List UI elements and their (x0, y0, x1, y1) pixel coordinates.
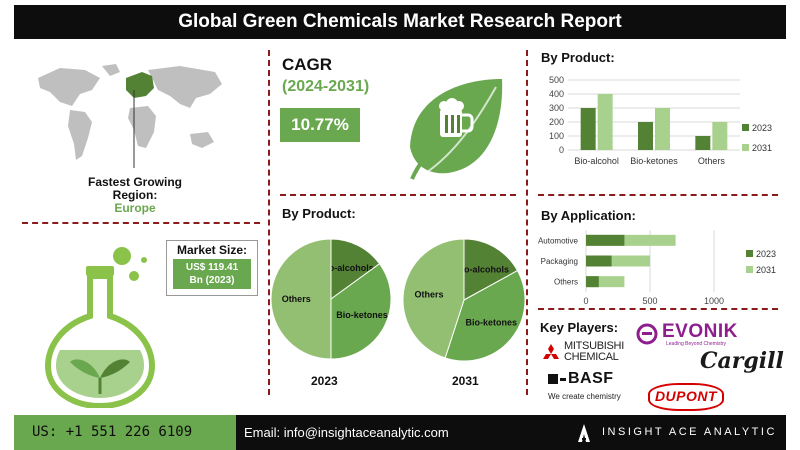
bar (586, 234, 625, 246)
y-tick-label: Packaging (541, 257, 578, 266)
pie-slice (330, 263, 392, 360)
report-title: Global Green Chemicals Market Research R… (14, 5, 786, 39)
y-tick-label: 200 (549, 117, 564, 127)
cagr-period: (2024-2031) (282, 78, 370, 95)
cargill-logo: Cargill (700, 348, 784, 374)
pie-year-2023: 2023 (311, 374, 338, 388)
divider-middle (280, 194, 516, 196)
flask-icon (44, 247, 156, 408)
pie-label: Bio-ketones (336, 310, 388, 320)
bar (580, 108, 596, 150)
bar (695, 136, 711, 150)
pie-slice (330, 238, 381, 300)
application-bar-chart: 0 500 1000 Automotive Packaging Others 2023 203… (538, 230, 776, 306)
bar (638, 122, 653, 150)
fastest-growing-label: Fastest Growing (87, 175, 182, 189)
world-map-icon (38, 64, 222, 168)
mitsubishi-logo: MITSUBISHI CHEMICAL (540, 340, 632, 366)
divider-right-bottom (538, 308, 778, 310)
pie-chart-2031: Bio-alcohols Bio-ketones Others (402, 238, 526, 362)
pie-slice (270, 238, 332, 360)
legend-swatch (746, 250, 753, 257)
cagr-value-box: 10.77% (280, 108, 360, 142)
pie-label: Bio-ketones (466, 318, 518, 328)
x-tick-label: 0 (583, 296, 588, 306)
bar (586, 255, 612, 267)
mitsubishi-diamonds-icon (543, 344, 559, 359)
pie-slice (444, 269, 526, 362)
pie-year-2031: 2031 (452, 374, 479, 388)
x-tick-label: Bio-ketones (630, 156, 678, 166)
x-tick-label: Others (698, 156, 726, 166)
market-size-value: US$ 119.41 (185, 262, 239, 273)
bar (712, 122, 728, 150)
footer-email[interactable]: Email: info@insightaceanalytic.com (236, 415, 568, 450)
divider-vertical-left (268, 50, 270, 395)
divider-right-top (538, 194, 778, 196)
application-bar-title: By Application: (541, 208, 636, 223)
pie-label: Bio-alcohols (320, 263, 374, 273)
region-value: Europe (114, 201, 156, 215)
basf-logo: BASF We create chemistry (548, 370, 621, 401)
market-size-value-box: US$ 119.41 Bn (2023) (173, 259, 251, 289)
pie-label: Bio-alcohols (455, 265, 509, 275)
legend-label: 2023 (756, 249, 776, 259)
bar (597, 94, 613, 150)
key-players-title: Key Players: (540, 320, 619, 335)
divider-left (22, 222, 260, 224)
y-tick-label: Automotive (538, 236, 579, 245)
bar (586, 234, 676, 246)
pie-label: Others (415, 289, 444, 299)
pie-slice (463, 238, 519, 301)
footer-brand: INSIGHT ACE ANALYTIC (568, 415, 786, 450)
legend-swatch (742, 124, 749, 131)
basf-tagline: We create chemistry (548, 392, 621, 401)
y-tick-label: 100 (549, 131, 564, 141)
region-label: Region: (112, 188, 158, 202)
x-tick-label: 500 (642, 296, 657, 306)
legend-label: 2031 (752, 143, 772, 153)
y-tick-label: Others (554, 278, 578, 287)
product-bar-chart: 0 100 200 300 400 500 Bio-alcohol Bio-ketones Ot… (549, 75, 772, 166)
dupont-logo: DUPONT (648, 383, 724, 411)
legend-label: 2023 (752, 123, 772, 133)
bar (586, 276, 625, 288)
pie-slice (402, 238, 465, 359)
y-tick-label: 300 (549, 103, 564, 113)
evonik-tagline: Leading Beyond Chemistry (666, 341, 727, 347)
evonik-logo: EVONIK Leading Beyond Chemistry (636, 321, 776, 348)
cagr-value: 10.77% (291, 115, 349, 134)
footer-phone[interactable]: US: +1 551 226 6109 (14, 415, 236, 450)
evonik-circle-icon (636, 323, 658, 345)
market-size-year: Bn (2023) (189, 275, 235, 286)
pie-section-title: By Product: (282, 206, 356, 221)
footer-brand-text: INSIGHT ACE ANALYTIC (602, 426, 777, 438)
legend-swatch (742, 144, 749, 151)
y-tick-label: 500 (549, 75, 564, 85)
market-size-box: Market Size: US$ 119.41 Bn (2023) (166, 240, 258, 296)
y-tick-label: 400 (549, 89, 564, 99)
bar (586, 255, 650, 267)
divider-vertical-right (526, 50, 528, 395)
bar (586, 276, 599, 288)
bar (655, 108, 670, 150)
y-tick-label: 0 (559, 145, 564, 155)
brand-logo-icon (578, 424, 590, 442)
cagr-label: CAGR (282, 55, 333, 74)
x-tick-label: Bio-alcohol (574, 156, 619, 166)
market-size-label: Market Size: (176, 243, 248, 257)
product-bar-title: By Product: (541, 50, 615, 65)
leaf-mug-icon (410, 79, 503, 180)
pie-chart-2023: Bio-alcohols Bio-ketones Others (270, 238, 392, 360)
x-tick-label: 1000 (704, 296, 724, 306)
legend-swatch (746, 266, 753, 273)
legend-label: 2031 (756, 265, 776, 275)
pie-label: Others (282, 294, 311, 304)
